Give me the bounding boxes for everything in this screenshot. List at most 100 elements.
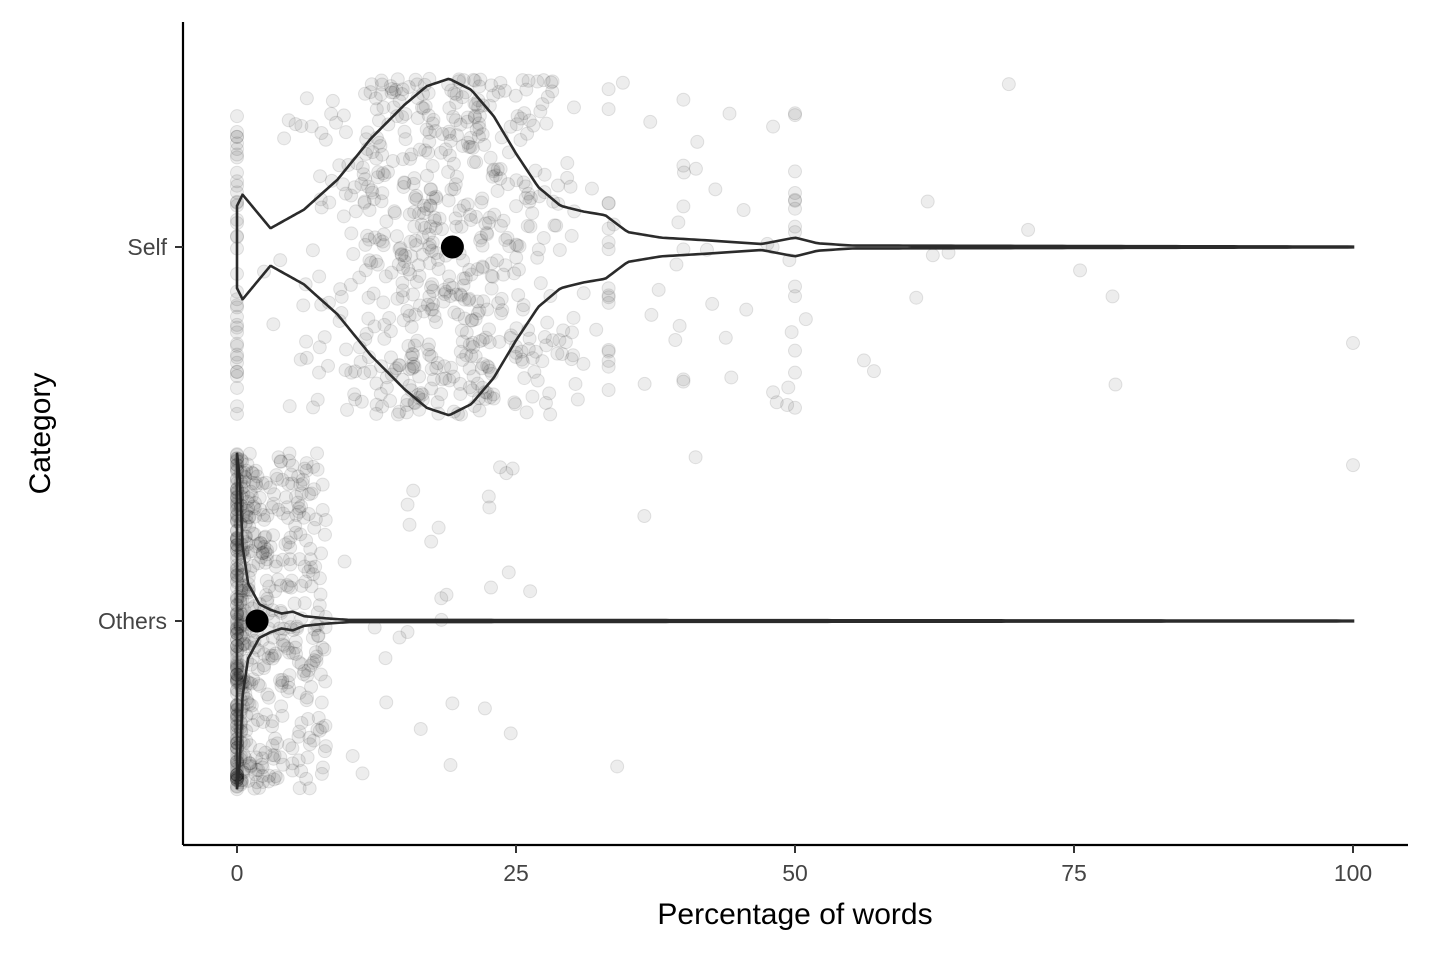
data-point-self <box>353 354 368 369</box>
y-tick-label-self: Self <box>127 234 167 260</box>
data-point-self <box>420 168 435 183</box>
data-point-others <box>310 628 325 643</box>
x-tick-label: 25 <box>503 860 529 886</box>
data-point-self <box>410 111 425 126</box>
data-point-self <box>464 313 479 328</box>
data-point-others <box>267 748 282 763</box>
data-point-others <box>259 573 274 588</box>
data-point-self <box>471 129 486 144</box>
data-point-self <box>403 234 418 249</box>
data-point-self <box>447 305 462 320</box>
data-point-self <box>558 335 573 350</box>
data-point-others <box>262 579 277 594</box>
data-point-self <box>230 298 244 313</box>
data-point-self <box>480 302 495 317</box>
data-point-self <box>517 106 532 121</box>
data-point-self <box>403 267 418 282</box>
data-point-self <box>376 100 391 115</box>
data-point-others <box>292 504 307 519</box>
data-point-self <box>601 342 616 357</box>
data-point-others <box>302 781 317 796</box>
data-point-others <box>287 596 302 611</box>
data-point-self <box>426 190 441 205</box>
data-point-self <box>537 330 552 345</box>
data-point-self <box>428 189 443 204</box>
data-point-self <box>288 117 303 132</box>
data-point-self <box>397 254 412 269</box>
data-point-self <box>545 333 560 348</box>
data-point-self <box>514 352 529 367</box>
data-point-others <box>301 507 316 522</box>
data-point-self <box>514 111 529 126</box>
data-point-self <box>601 195 616 210</box>
data-point-self <box>422 256 437 271</box>
data-point-self <box>705 296 720 311</box>
data-point-self <box>426 283 441 298</box>
data-point-others <box>283 530 298 545</box>
data-point-self <box>856 353 871 368</box>
data-point-self <box>230 185 244 200</box>
data-point-self <box>423 198 438 213</box>
data-point-others <box>300 690 315 705</box>
data-point-self <box>467 110 482 125</box>
data-point-others <box>306 733 321 748</box>
data-point-others <box>256 661 271 676</box>
data-point-others <box>260 508 275 523</box>
data-point-self <box>525 389 540 404</box>
data-point-self <box>412 369 427 384</box>
data-point-self <box>544 75 559 90</box>
data-point-self <box>410 77 425 92</box>
data-point-self <box>536 230 551 245</box>
data-point-others <box>289 646 304 661</box>
data-point-self <box>389 109 404 124</box>
data-point-others <box>234 581 249 596</box>
data-point-self <box>438 142 453 157</box>
data-point-self <box>416 206 431 221</box>
data-point-self <box>462 139 477 154</box>
data-point-self <box>408 233 423 248</box>
data-point-others <box>307 520 322 535</box>
data-point-self <box>511 262 526 277</box>
data-point-others <box>337 554 352 569</box>
data-point-self <box>375 166 390 181</box>
data-point-others <box>242 738 257 753</box>
data-point-self <box>407 359 422 374</box>
data-point-others <box>304 579 319 594</box>
data-point-self <box>332 158 347 173</box>
data-point-self <box>449 287 464 302</box>
data-point-self <box>736 202 751 217</box>
data-point-self <box>424 349 439 364</box>
data-point-self <box>390 407 405 422</box>
data-point-others <box>264 648 279 663</box>
data-point-self <box>383 79 398 94</box>
data-point-self <box>230 364 244 379</box>
data-point-others <box>274 678 289 693</box>
data-point-self <box>411 390 426 405</box>
data-point-others <box>250 469 265 484</box>
data-point-self <box>566 348 581 363</box>
data-point-self <box>421 342 436 357</box>
data-point-others <box>303 541 318 556</box>
data-point-self <box>482 335 497 350</box>
data-point-self <box>449 169 464 184</box>
data-point-self <box>230 347 244 362</box>
data-point-self <box>522 113 537 128</box>
data-point-self <box>400 393 415 408</box>
data-point-self <box>539 116 554 131</box>
data-point-others <box>281 476 296 491</box>
data-point-others <box>268 646 283 661</box>
data-point-self <box>484 281 499 296</box>
data-point-others <box>251 556 266 571</box>
data-point-self <box>798 312 813 327</box>
data-point-self <box>412 142 427 157</box>
data-point-self <box>407 205 422 220</box>
data-point-self <box>601 288 616 303</box>
data-point-self <box>230 355 244 370</box>
data-point-self <box>447 182 462 197</box>
data-point-others <box>304 486 319 501</box>
data-point-others <box>317 642 332 657</box>
data-point-self <box>462 380 477 395</box>
data-point-others <box>315 720 330 735</box>
data-point-self <box>468 209 483 224</box>
data-point-self <box>454 219 469 234</box>
